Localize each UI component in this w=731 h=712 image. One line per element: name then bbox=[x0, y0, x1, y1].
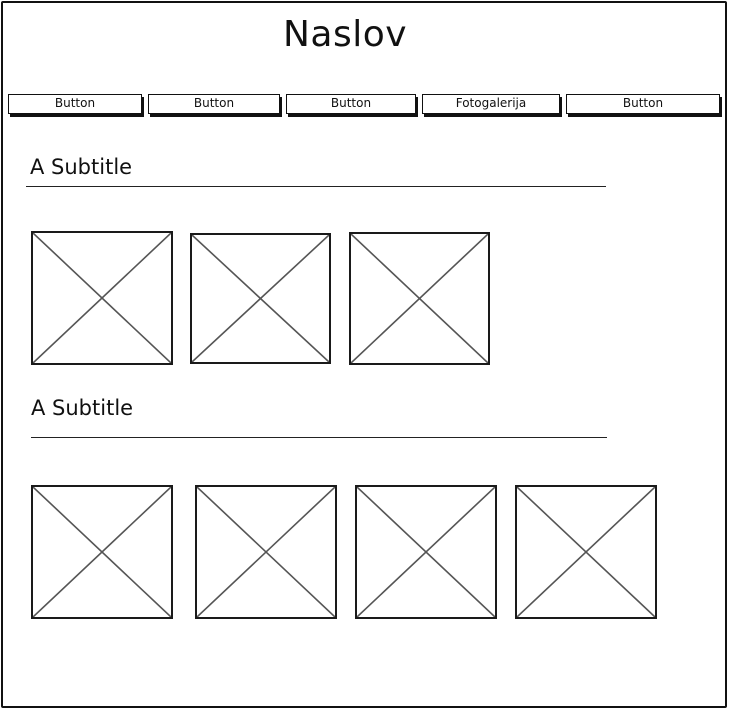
image-placeholder-icon bbox=[33, 233, 171, 363]
image-placeholder bbox=[31, 485, 173, 619]
image-placeholder-icon bbox=[517, 487, 655, 617]
nav-button-5[interactable]: Button bbox=[566, 94, 720, 114]
image-placeholder bbox=[195, 485, 337, 619]
section-1-divider bbox=[26, 186, 606, 187]
image-placeholder-icon bbox=[192, 235, 329, 362]
nav-button-1[interactable]: Button bbox=[8, 94, 142, 114]
nav-button-3[interactable]: Button bbox=[286, 94, 416, 114]
image-placeholder bbox=[349, 232, 490, 365]
image-placeholder bbox=[31, 231, 173, 365]
page-title: Naslov bbox=[282, 14, 408, 55]
nav-button-fotogalerija[interactable]: Fotogalerija bbox=[422, 94, 560, 114]
image-placeholder-icon bbox=[357, 487, 495, 617]
section-2-subtitle: A Subtitle bbox=[31, 396, 134, 420]
section-2-divider bbox=[31, 437, 607, 438]
image-placeholder-icon bbox=[197, 487, 335, 617]
image-placeholder bbox=[515, 485, 657, 619]
section-1-subtitle: A Subtitle bbox=[30, 155, 133, 179]
image-placeholder-icon bbox=[351, 234, 488, 363]
image-placeholder-icon bbox=[33, 487, 171, 617]
nav-button-2[interactable]: Button bbox=[148, 94, 280, 114]
image-placeholder bbox=[355, 485, 497, 619]
image-placeholder bbox=[190, 233, 331, 364]
